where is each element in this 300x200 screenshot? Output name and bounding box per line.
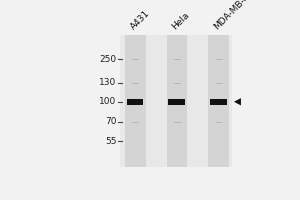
Text: 130: 130 (99, 78, 117, 87)
Polygon shape (234, 98, 241, 105)
Text: A431: A431 (129, 9, 152, 32)
Text: 70: 70 (105, 117, 117, 126)
Text: 100: 100 (99, 97, 117, 106)
FancyBboxPatch shape (168, 99, 185, 105)
Text: Hela: Hela (171, 11, 191, 32)
FancyBboxPatch shape (210, 99, 226, 105)
Text: 250: 250 (99, 55, 117, 64)
FancyBboxPatch shape (127, 99, 143, 105)
FancyBboxPatch shape (208, 35, 229, 167)
FancyBboxPatch shape (120, 35, 232, 167)
Text: 55: 55 (105, 137, 117, 146)
FancyBboxPatch shape (167, 35, 188, 167)
Text: MDA-MB-453: MDA-MB-453 (212, 0, 260, 32)
FancyBboxPatch shape (125, 35, 146, 167)
